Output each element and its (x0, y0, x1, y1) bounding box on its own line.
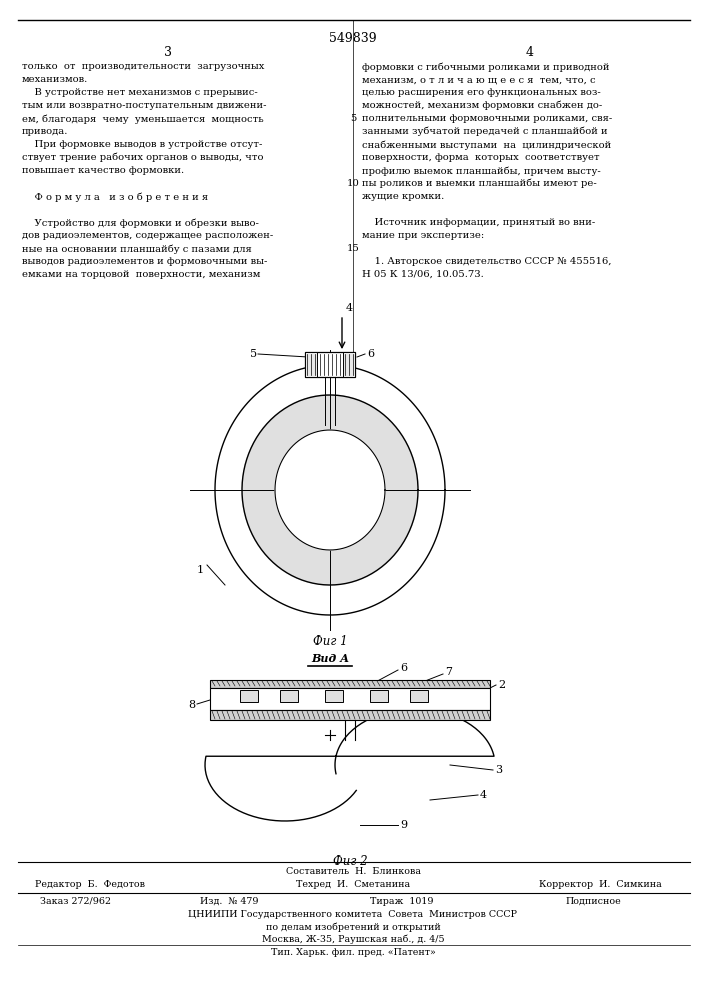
Bar (343, 352, 355, 377)
Text: В устройстве нет механизмов с прерывис-: В устройстве нет механизмов с прерывис- (22, 88, 258, 97)
Text: 15: 15 (346, 244, 359, 253)
Text: 8: 8 (188, 700, 195, 710)
Text: Подписное: Подписное (565, 897, 621, 906)
Text: 3: 3 (495, 765, 502, 775)
Text: дов радиоэлементов, содержащее расположен-: дов радиоэлементов, содержащее расположе… (22, 231, 273, 240)
Bar (410, 690, 428, 702)
Text: 10: 10 (346, 179, 359, 188)
Text: формовки с гибочными роликами и приводной: формовки с гибочными роликами и приводно… (362, 62, 609, 72)
Text: Корректор  И.  Симкина: Корректор И. Симкина (539, 880, 661, 889)
Text: емками на торцовой  поверхности, механизм: емками на торцовой поверхности, механизм (22, 270, 260, 279)
Text: Вид А: Вид А (311, 653, 349, 664)
Text: можностей, механизм формовки снабжен до-: можностей, механизм формовки снабжен до- (362, 101, 602, 110)
Text: 4: 4 (526, 46, 534, 59)
Text: жущие кромки.: жущие кромки. (362, 192, 444, 201)
Polygon shape (275, 430, 385, 550)
Polygon shape (215, 365, 445, 615)
Bar (210, 680, 490, 688)
Bar (305, 352, 317, 377)
Bar (325, 690, 343, 702)
Text: целью расширения его функциональных воз-: целью расширения его функциональных воз- (362, 88, 601, 97)
Text: тым или возвратно-поступательным движени-: тым или возвратно-поступательным движени… (22, 101, 267, 110)
Bar (305, 352, 355, 377)
Text: 9: 9 (400, 820, 407, 830)
Text: Техред  И.  Сметанина: Техред И. Сметанина (296, 880, 410, 889)
Text: ем, благодаря  чему  уменьшается  мощность: ем, благодаря чему уменьшается мощность (22, 114, 264, 123)
Text: 6: 6 (400, 663, 407, 673)
Text: 1: 1 (197, 565, 204, 575)
Text: При формовке выводов в устройстве отсут-: При формовке выводов в устройстве отсут- (22, 140, 262, 149)
Text: Заказ 272/962: Заказ 272/962 (40, 897, 111, 906)
Text: Изд.  № 479: Изд. № 479 (200, 897, 259, 906)
Text: 4: 4 (480, 790, 487, 800)
Text: только  от  производительности  загрузочных: только от производительности загрузочных (22, 62, 264, 71)
Text: Тираж  1019: Тираж 1019 (370, 897, 433, 906)
Text: Редактор  Б.  Федотов: Редактор Б. Федотов (35, 880, 145, 889)
Text: 5: 5 (350, 114, 356, 123)
Text: полнительными формовочными роликами, свя-: полнительными формовочными роликами, свя… (362, 114, 612, 123)
Text: ствует трение рабочих органов о выводы, что: ствует трение рабочих органов о выводы, … (22, 153, 264, 162)
Text: Тип. Харьк. фил. пред. «Патент»: Тип. Харьк. фил. пред. «Патент» (271, 948, 436, 957)
Text: Фиг 1: Фиг 1 (312, 635, 347, 648)
Text: Ф о р м у л а   и з о б р е т е н и я: Ф о р м у л а и з о б р е т е н и я (22, 192, 208, 202)
Text: профилю выемок планшайбы, причем высту-: профилю выемок планшайбы, причем высту- (362, 166, 601, 176)
Text: 1. Авторское свидетельство СССР № 455516,: 1. Авторское свидетельство СССР № 455516… (362, 257, 612, 266)
Bar (240, 690, 258, 702)
Text: снабженными выступами  на  цилиндрической: снабженными выступами на цилиндрической (362, 140, 612, 149)
Text: выводов радиоэлементов и формовочными вы-: выводов радиоэлементов и формовочными вы… (22, 257, 267, 266)
Text: механизм, о т л и ч а ю щ е е с я  тем, что, с: механизм, о т л и ч а ю щ е е с я тем, ч… (362, 75, 595, 84)
Text: механизмов.: механизмов. (22, 75, 88, 84)
Text: мание при экспертизе:: мание при экспертизе: (362, 231, 484, 240)
Text: 4: 4 (346, 303, 353, 313)
Text: повышает качество формовки.: повышает качество формовки. (22, 166, 184, 175)
Text: Составитель  Н.  Блинкова: Составитель Н. Блинкова (286, 867, 421, 876)
Bar (280, 690, 298, 702)
Text: поверхности, форма  которых  соответствует: поверхности, форма которых соответствует (362, 153, 600, 162)
Text: пы роликов и выемки планшайбы имеют ре-: пы роликов и выемки планшайбы имеют ре- (362, 179, 597, 188)
Text: занными зубчатой передачей с планшайбой и: занными зубчатой передачей с планшайбой … (362, 127, 607, 136)
Text: 5: 5 (250, 349, 257, 359)
Text: ЦНИИПИ Государственного комитета  Совета  Министров СССР: ЦНИИПИ Государственного комитета Совета … (189, 910, 518, 919)
Text: Устройство для формовки и обрезки выво-: Устройство для формовки и обрезки выво- (22, 218, 259, 228)
Text: привода.: привода. (22, 127, 69, 136)
Text: 549839: 549839 (329, 32, 377, 45)
Text: 2: 2 (498, 680, 505, 690)
Text: 6: 6 (367, 349, 374, 359)
Bar (210, 688, 490, 710)
Text: Источник информации, принятый во вни-: Источник информации, принятый во вни- (362, 218, 595, 227)
Polygon shape (242, 395, 418, 585)
Text: Москва, Ж-35, Раушская наб., д. 4/5: Москва, Ж-35, Раушская наб., д. 4/5 (262, 934, 444, 944)
Text: 3: 3 (164, 46, 172, 59)
Text: по делам изобретений и открытий: по делам изобретений и открытий (266, 922, 440, 932)
Bar (370, 690, 388, 702)
Text: Фиг 2: Фиг 2 (333, 855, 368, 868)
Text: 7: 7 (445, 667, 452, 677)
Text: Н 05 К 13/06, 10.05.73.: Н 05 К 13/06, 10.05.73. (362, 270, 484, 279)
Bar (210, 710, 490, 720)
Polygon shape (205, 709, 494, 821)
Text: ные на основании планшайбу с пазами для: ные на основании планшайбу с пазами для (22, 244, 252, 253)
